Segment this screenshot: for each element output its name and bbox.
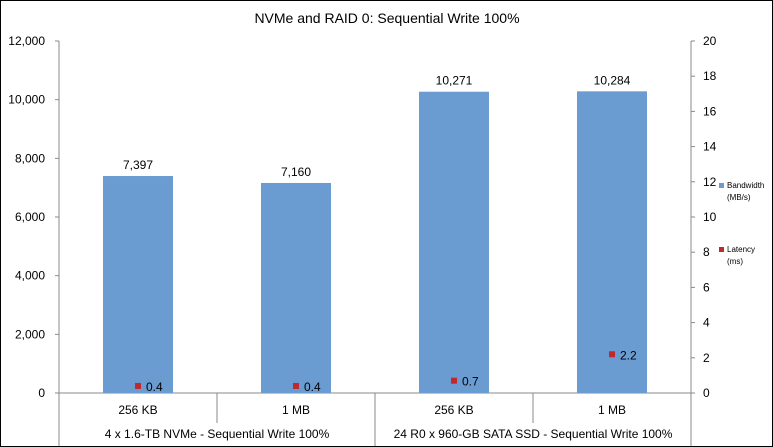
right-tick-label: 8	[703, 245, 710, 259]
left-tick-label: 12,000	[8, 34, 45, 48]
right-tick-label: 18	[703, 69, 717, 83]
latency-data-label: 0.4	[146, 380, 163, 394]
category-label: 256 KB	[434, 403, 473, 417]
right-tick-label: 12	[703, 175, 717, 189]
latency-labels: 0.4 0.4 0.7 2.2	[146, 348, 637, 394]
latency-data-label: 2.2	[620, 348, 637, 362]
left-tick-label: 8,000	[15, 151, 45, 165]
legend-label-latency-unit: (ms)	[727, 257, 743, 266]
left-axis-ticks: 0 2,000 4,000 6,000 8,000 10,000 12,000	[8, 34, 59, 400]
legend-swatch-bandwidth	[719, 183, 724, 188]
left-tick-label: 0	[38, 386, 45, 400]
left-tick-label: 2,000	[15, 327, 45, 341]
legend-label-bandwidth-unit: (MB/s)	[727, 193, 751, 202]
bandwidth-bars	[103, 91, 647, 393]
bandwidth-data-label: 7,397	[123, 158, 153, 172]
latency-point	[609, 351, 615, 358]
legend: Bandwidth (MB/s) Latency (ms)	[719, 181, 764, 266]
category-label: 1 MB	[282, 403, 310, 417]
right-tick-label: 20	[703, 34, 717, 48]
right-tick-label: 10	[703, 210, 717, 224]
group-label: 4 x 1.6-TB NVMe - Sequential Write 100%	[105, 427, 330, 441]
legend-label-bandwidth: Bandwidth	[727, 181, 764, 190]
bandwidth-data-label: 7,160	[281, 165, 311, 179]
bandwidth-data-label: 10,271	[436, 74, 473, 88]
latency-point	[451, 377, 457, 384]
latency-point	[135, 382, 141, 389]
left-tick-label: 4,000	[15, 269, 45, 283]
right-tick-label: 4	[703, 316, 710, 330]
right-tick-label: 6	[703, 280, 710, 294]
bandwidth-bar	[103, 176, 173, 393]
right-axis-ticks: 0 2 4 6 8 10 12 14 16 18 20	[691, 34, 717, 400]
group-label: 24 R0 x 960-GB SATA SSD - Sequential Wri…	[394, 427, 673, 441]
chart-title: NVMe and RAID 0: Sequential Write 100%	[254, 10, 519, 26]
bandwidth-bar	[577, 91, 647, 393]
latency-points	[135, 351, 615, 389]
right-tick-label: 16	[703, 104, 717, 118]
x-axis-labels: 256 KB 1 MB 256 KB 1 MB 4 x 1.6-TB NVMe - Se…	[58, 393, 692, 446]
category-label: 1 MB	[598, 403, 626, 417]
category-label: 256 KB	[118, 403, 157, 417]
latency-data-label: 0.4	[304, 380, 321, 394]
legend-swatch-latency	[719, 247, 724, 252]
right-tick-label: 14	[703, 140, 717, 154]
bandwidth-bar	[419, 91, 489, 393]
left-tick-label: 10,000	[8, 93, 45, 107]
right-tick-label: 0	[703, 386, 710, 400]
left-tick-label: 6,000	[15, 210, 45, 224]
bandwidth-data-label: 10,284	[594, 73, 631, 87]
latency-data-label: 0.7	[462, 375, 479, 389]
bandwidth-bar	[261, 182, 331, 393]
bandwidth-labels: 7,397 7,160 10,271 10,284	[123, 73, 631, 179]
legend-label-latency: Latency	[727, 245, 755, 254]
latency-point	[293, 382, 299, 389]
right-tick-label: 2	[703, 351, 710, 365]
